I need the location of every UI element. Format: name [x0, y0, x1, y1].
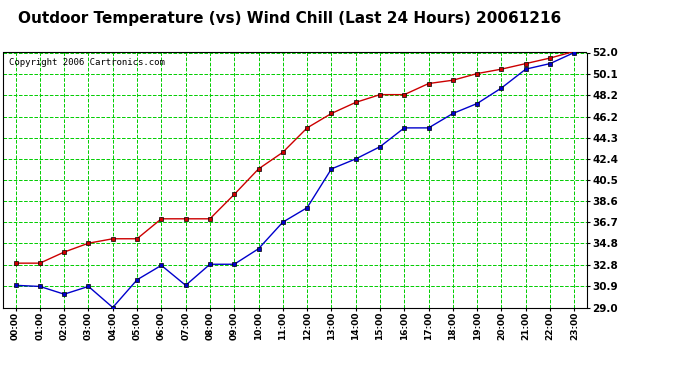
Text: Outdoor Temperature (vs) Wind Chill (Last 24 Hours) 20061216: Outdoor Temperature (vs) Wind Chill (Las… — [18, 11, 562, 26]
Text: Copyright 2006 Cartronics.com: Copyright 2006 Cartronics.com — [9, 58, 165, 67]
